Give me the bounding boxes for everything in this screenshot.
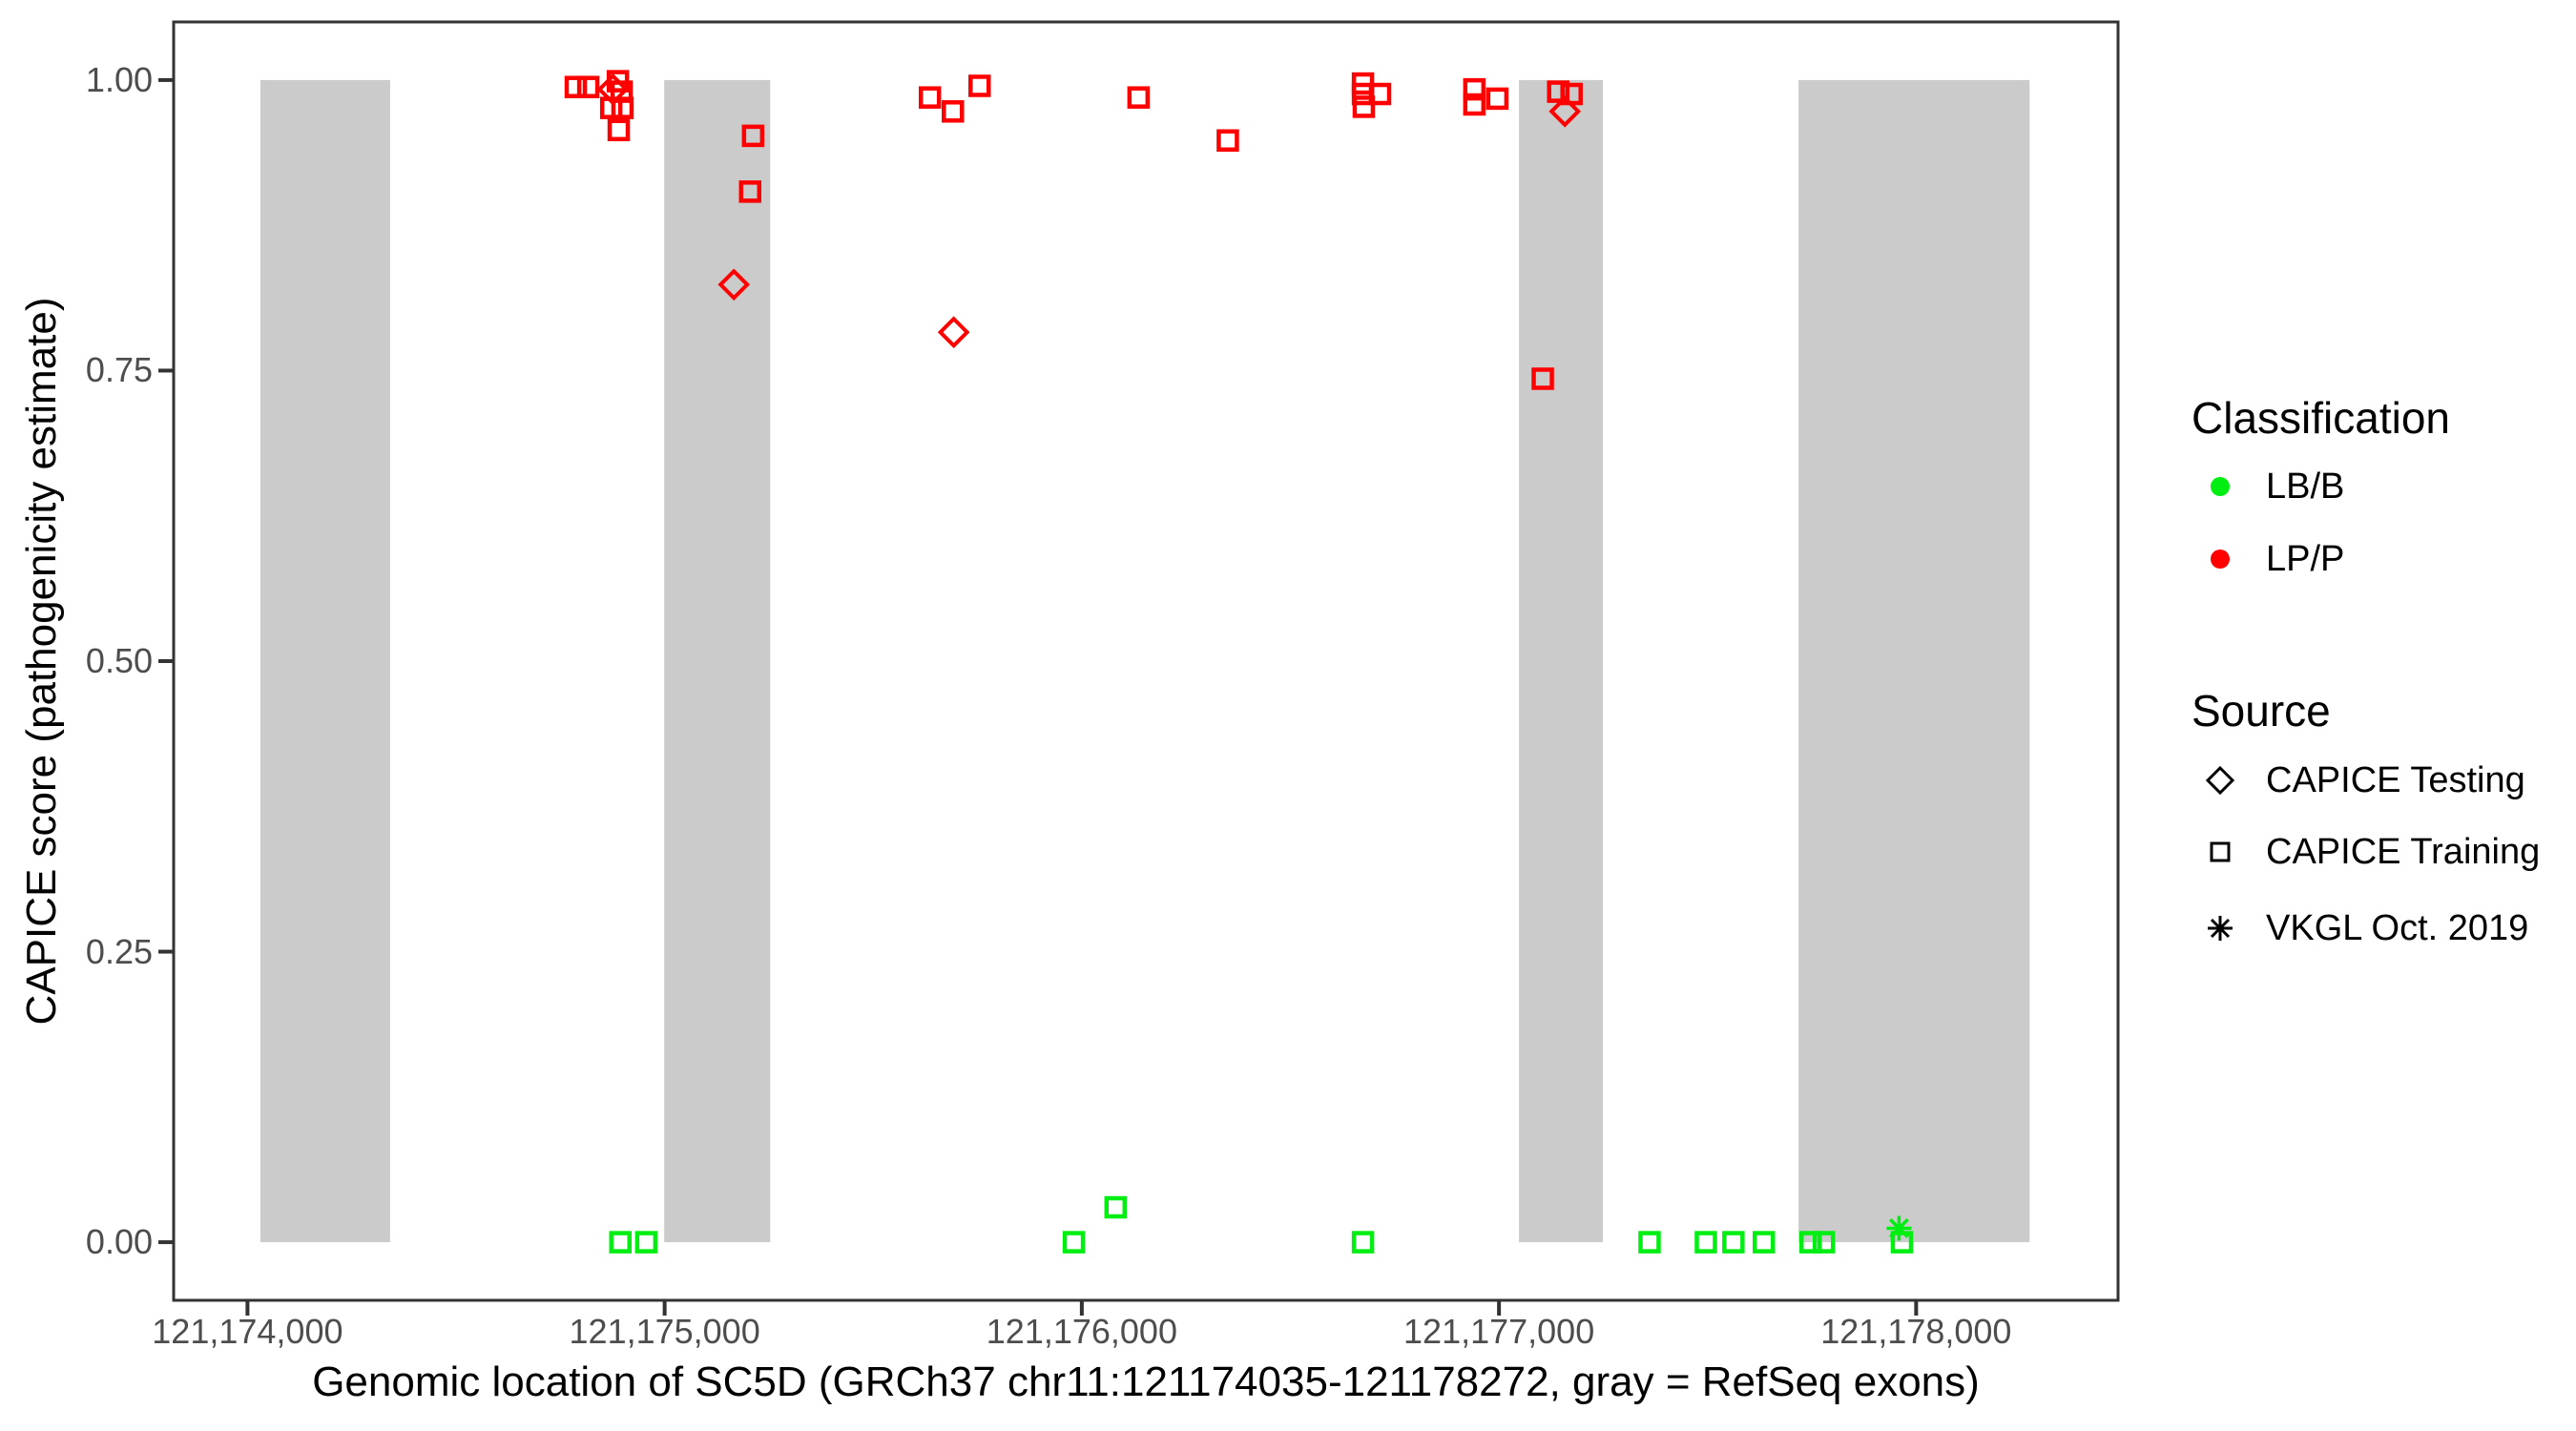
data-point-square bbox=[1547, 80, 1569, 103]
lbb-dot-icon bbox=[2192, 464, 2249, 509]
asterisk-icon bbox=[2192, 905, 2249, 951]
data-point-square bbox=[1352, 95, 1376, 118]
data-point-diamond bbox=[937, 316, 970, 349]
data-point-square bbox=[738, 180, 762, 203]
data-point-square bbox=[1216, 129, 1239, 153]
data-point-square bbox=[607, 118, 631, 142]
data-point-square bbox=[1638, 1231, 1661, 1254]
y-tick-label: 0.50 bbox=[85, 641, 153, 680]
refseq-exon-band bbox=[1798, 79, 2030, 1243]
data-point-square bbox=[1104, 1195, 1128, 1219]
refseq-exon-band bbox=[664, 79, 771, 1243]
legend: Classification LB/B LP/P Source CAPICE T… bbox=[2192, 0, 2576, 1431]
legend-item-lpp: LP/P bbox=[2192, 530, 2344, 588]
data-point-square bbox=[1062, 1231, 1086, 1254]
panel-border bbox=[172, 20, 2120, 1302]
y-tick-label: 0.00 bbox=[85, 1222, 153, 1262]
legend-label-capice-training: CAPICE Training bbox=[2266, 831, 2541, 872]
y-tick-label: 0.75 bbox=[85, 350, 153, 390]
data-point-square bbox=[1753, 1231, 1776, 1254]
data-point-square bbox=[1368, 82, 1392, 106]
legend-label-vkgl: VKGL Oct. 2019 bbox=[2266, 907, 2529, 948]
red-dot-icon bbox=[2211, 550, 2230, 569]
legend-source-title: Source bbox=[2192, 686, 2331, 736]
data-point-square bbox=[1694, 1231, 1717, 1254]
legend-item-capice-testing: CAPICE Testing bbox=[2192, 752, 2525, 809]
data-point-square bbox=[942, 100, 965, 123]
data-point-diamond bbox=[596, 73, 630, 106]
y-tick-label: 0.25 bbox=[85, 931, 153, 971]
data-point-square bbox=[1531, 367, 1554, 390]
x-axis-title: Genomic location of SC5D (GRCh37 chr11:1… bbox=[312, 1358, 1980, 1405]
data-point-asterisk bbox=[1886, 1215, 1912, 1241]
data-point-square bbox=[741, 124, 765, 148]
x-tick-label: 121,177,000 bbox=[1403, 1312, 1595, 1351]
green-dot-icon bbox=[2211, 477, 2230, 496]
data-point-square bbox=[1463, 77, 1486, 101]
legend-classification-title: Classification bbox=[2192, 393, 2450, 443]
data-point-square bbox=[611, 96, 634, 119]
data-point-diamond bbox=[717, 268, 751, 301]
data-point-square bbox=[1351, 1231, 1375, 1254]
data-point-square bbox=[1812, 1231, 1836, 1254]
y-tick-label: 1.00 bbox=[85, 59, 153, 99]
x-tick-label: 121,176,000 bbox=[986, 1312, 1177, 1351]
diamond-icon bbox=[2192, 757, 2249, 803]
data-point-square bbox=[1722, 1231, 1745, 1254]
data-point-square bbox=[1799, 1231, 1822, 1254]
legend-item-capice-training: CAPICE Training bbox=[2192, 823, 2540, 881]
refseq-exon-band bbox=[1519, 79, 1603, 1243]
x-tick-label: 121,178,000 bbox=[1820, 1312, 2012, 1351]
data-point-square bbox=[968, 74, 991, 97]
data-point-square bbox=[1463, 93, 1486, 116]
lpp-dot-icon bbox=[2192, 536, 2249, 582]
data-point-diamond bbox=[1548, 94, 1582, 128]
data-point-square bbox=[918, 86, 942, 109]
legend-item-lbb: LB/B bbox=[2192, 458, 2344, 515]
square-icon bbox=[2192, 829, 2249, 875]
legend-label-lbb: LB/B bbox=[2266, 466, 2345, 507]
x-tick-label: 121,174,000 bbox=[152, 1312, 343, 1351]
data-point-square bbox=[564, 75, 588, 98]
data-point-square bbox=[1485, 87, 1509, 111]
x-tick-label: 121,175,000 bbox=[569, 1312, 760, 1351]
data-point-square bbox=[634, 1231, 658, 1254]
data-point-square bbox=[609, 1231, 633, 1254]
legend-item-vkgl: VKGL Oct. 2019 bbox=[2192, 900, 2528, 957]
legend-label-capice-testing: CAPICE Testing bbox=[2266, 759, 2525, 800]
data-point-square bbox=[576, 75, 600, 98]
refseq-exon-band bbox=[260, 79, 390, 1243]
legend-label-lpp: LP/P bbox=[2266, 538, 2345, 579]
data-point-square bbox=[1127, 86, 1151, 109]
